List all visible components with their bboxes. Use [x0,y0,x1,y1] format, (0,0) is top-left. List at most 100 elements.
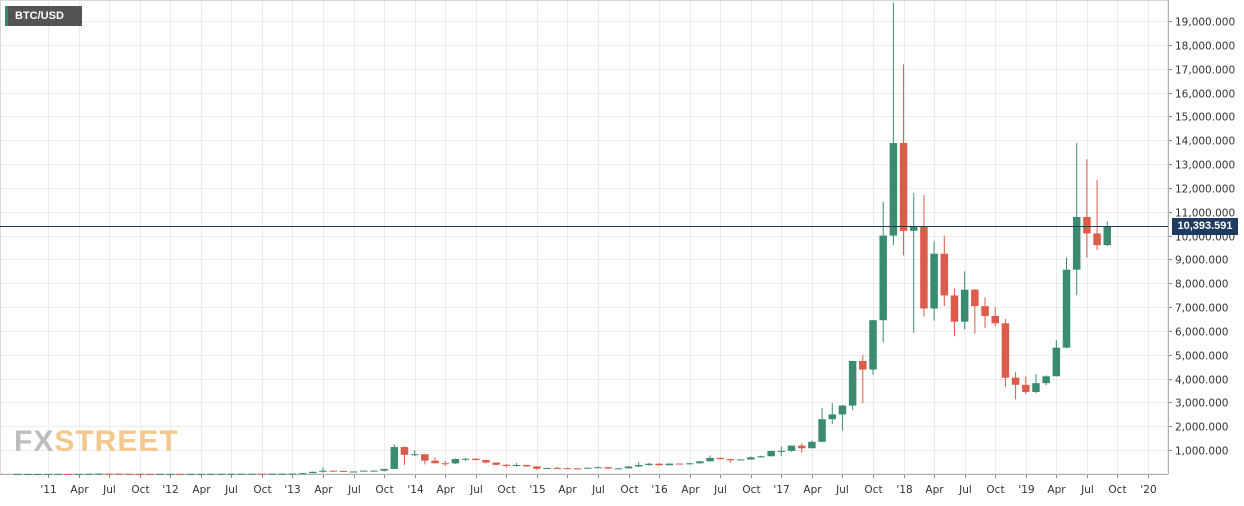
candle-body [1093,233,1101,246]
candle-body [909,226,918,231]
candle-body [828,414,837,420]
candle-body [604,467,612,469]
candle-body [44,473,52,475]
x-tick-label: Oct [1108,484,1126,496]
candle-body [573,468,582,470]
x-tick-label: '16 [651,484,668,496]
x-tick-label: Jul [835,484,849,496]
candle-body [879,235,887,321]
candle-body [23,473,32,475]
candle-body [13,473,22,475]
x-tick-label: '11 [40,484,56,496]
current-price-tag: 10,393.591 [1172,218,1238,235]
symbol-legend[interactable]: BTC/USD [5,6,82,26]
y-tick-label: 8,000.000 [1175,279,1228,291]
x-tick-label: Apr [925,484,944,496]
x-tick-label: '17 [773,484,789,496]
y-tick-label: 19,000.000 [1175,17,1235,29]
candle-body [716,457,724,460]
y-tick-label: 12,000.000 [1175,184,1235,196]
candle-body [1042,376,1050,384]
candle-body [105,473,113,475]
x-tick-label: Apr [558,484,577,496]
y-tick-label: 14,000.000 [1175,136,1235,148]
candle-body [869,320,877,370]
candle-body [146,473,154,475]
candle-body [696,461,704,464]
x-tick-label: Jul [713,484,727,496]
x-tick-label: Oct [253,484,271,496]
y-tick-label: 15,000.000 [1175,112,1235,124]
x-tick-label: Apr [1047,484,1066,496]
x-tick-label: '13 [284,484,300,496]
x-tick-label: Apr [314,484,333,496]
x-tick-label: Jul [347,484,361,496]
x-tick-label: '20 [1140,484,1156,496]
candle-body [441,463,449,465]
candle-body [736,459,745,461]
candle-body [777,450,786,452]
candle-body [380,468,388,471]
y-tick-label: 3,000.000 [1175,398,1228,410]
plot-area [0,0,1169,475]
candle-body [1022,384,1030,392]
candle-body [431,460,439,464]
candle-body [390,447,399,469]
candle-body [991,315,999,324]
candle-body [421,454,429,461]
x-tick-label: Apr [70,484,89,496]
candle-body [920,226,928,309]
x-tick-label: Jul [1080,484,1094,496]
candle-body [940,253,949,296]
x-tick-label: Oct [620,484,638,496]
watermark-part1: FX [14,425,55,458]
x-tick-label: Apr [436,484,455,496]
candle-body [706,457,714,462]
y-tick-label: 7,000.000 [1175,303,1228,315]
candle-body [502,464,511,466]
x-tick-label: Oct [986,484,1004,496]
candle-body [125,473,134,475]
candle-body [1083,216,1091,234]
candle-body [461,458,470,460]
candle-body [594,467,602,469]
candle-body [319,470,327,472]
candle-body [563,468,572,470]
x-tick-label: Apr [803,484,822,496]
candle-body [197,473,205,475]
candle-body [135,473,144,475]
x-tick-label: Jul [469,484,483,496]
candle-body [645,463,653,466]
candle-body [726,459,735,461]
y-tick-label: 13,000.000 [1175,160,1235,172]
candle-body [624,466,633,469]
x-tick-label: Oct [375,484,393,496]
candle-body [818,419,826,442]
candle-body [757,456,765,458]
candle-body [309,471,317,474]
candle-body [410,454,419,456]
x-tick-label: Jul [224,484,238,496]
candle-body [930,253,938,309]
candle-body [543,467,551,469]
x-tick-label: Oct [131,484,149,496]
candle-body [482,460,490,463]
candle-body [838,405,847,415]
x-tick-label: '14 [407,484,424,496]
candle-body [247,473,256,475]
candle-body [451,458,460,464]
candle-body [186,473,195,475]
candle-body [899,143,908,231]
x-tick-label: '12 [162,484,178,496]
candle-body [981,306,989,316]
candle-body [95,473,103,475]
candle-body [278,473,287,475]
candle-body [767,450,775,457]
candle-body [34,473,42,475]
x-tick-label: '15 [529,484,545,496]
y-tick-label: 6,000.000 [1175,327,1228,339]
candle-body [859,360,867,370]
candle-body [207,473,215,475]
